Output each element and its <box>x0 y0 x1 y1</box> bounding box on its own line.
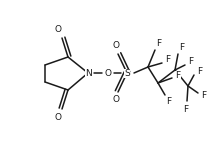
Text: O: O <box>112 41 120 51</box>
Text: O: O <box>112 95 120 105</box>
Text: F: F <box>175 71 181 80</box>
Text: F: F <box>166 98 171 106</box>
Text: F: F <box>179 42 185 52</box>
Text: O: O <box>55 26 61 34</box>
Text: F: F <box>197 66 203 75</box>
Text: S: S <box>124 68 130 78</box>
Text: F: F <box>189 58 194 66</box>
Text: O: O <box>55 113 61 121</box>
Text: F: F <box>156 39 162 47</box>
Text: F: F <box>166 55 171 65</box>
Text: F: F <box>201 92 207 100</box>
Text: F: F <box>183 105 189 113</box>
Text: O: O <box>105 68 112 78</box>
Text: N: N <box>85 68 91 78</box>
